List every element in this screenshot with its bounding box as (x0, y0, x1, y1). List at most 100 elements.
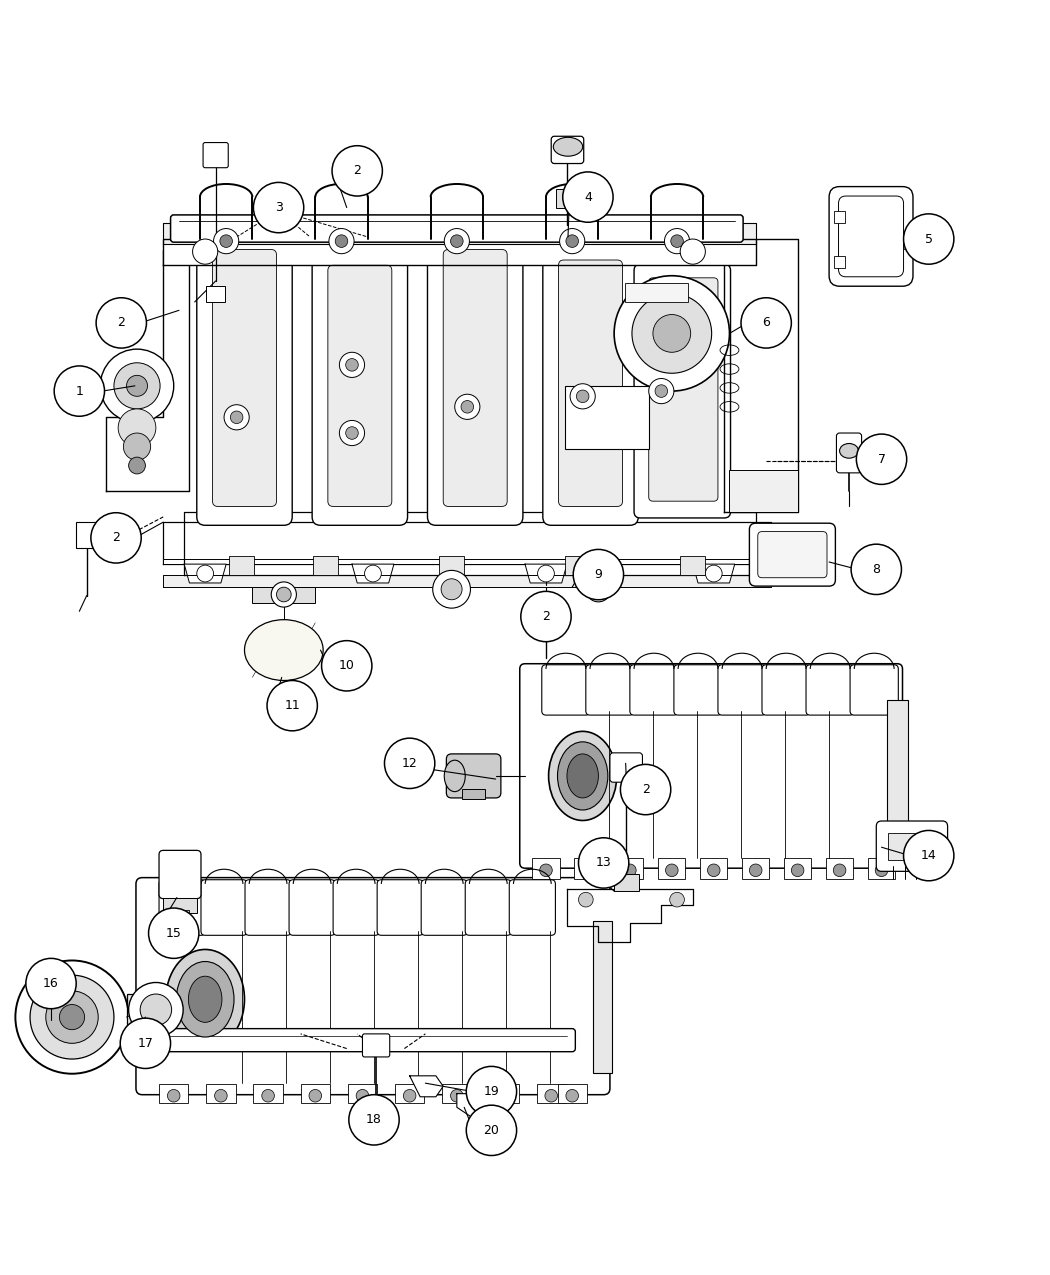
Polygon shape (724, 238, 798, 511)
Bar (625, 283, 688, 302)
Bar (742, 858, 770, 878)
FancyBboxPatch shape (806, 664, 855, 715)
Circle shape (129, 458, 145, 474)
Circle shape (586, 576, 611, 602)
Bar (163, 898, 196, 913)
Bar (835, 210, 845, 223)
FancyBboxPatch shape (333, 880, 379, 936)
FancyBboxPatch shape (212, 250, 276, 506)
FancyBboxPatch shape (328, 265, 392, 506)
Circle shape (566, 1089, 579, 1102)
Circle shape (466, 1066, 517, 1117)
FancyBboxPatch shape (446, 754, 501, 798)
Polygon shape (163, 223, 756, 245)
Circle shape (671, 235, 684, 247)
Circle shape (339, 352, 364, 377)
Circle shape (665, 228, 690, 254)
Ellipse shape (567, 754, 598, 798)
Circle shape (345, 358, 358, 371)
Polygon shape (163, 538, 772, 564)
Circle shape (364, 565, 381, 581)
Bar (558, 1084, 587, 1103)
Bar (395, 1084, 424, 1103)
Text: 1: 1 (76, 385, 83, 398)
Polygon shape (730, 469, 798, 511)
FancyBboxPatch shape (245, 880, 291, 936)
Text: 2: 2 (542, 609, 550, 623)
FancyBboxPatch shape (634, 264, 731, 518)
FancyBboxPatch shape (377, 880, 423, 936)
Bar (556, 189, 580, 208)
Circle shape (450, 1089, 463, 1102)
FancyBboxPatch shape (542, 664, 590, 715)
Bar (439, 556, 464, 575)
Circle shape (655, 385, 668, 398)
Bar (565, 556, 590, 575)
Circle shape (904, 214, 953, 264)
Text: 7: 7 (878, 453, 885, 465)
Polygon shape (567, 889, 693, 942)
Text: 2: 2 (112, 532, 120, 544)
FancyBboxPatch shape (465, 880, 511, 936)
Circle shape (566, 235, 579, 247)
Circle shape (573, 550, 624, 599)
Bar (536, 613, 556, 632)
FancyBboxPatch shape (586, 664, 634, 715)
Circle shape (332, 145, 382, 196)
Ellipse shape (245, 620, 323, 681)
Text: 2: 2 (642, 783, 650, 796)
Polygon shape (184, 511, 756, 575)
FancyBboxPatch shape (610, 752, 643, 782)
FancyBboxPatch shape (750, 523, 836, 586)
FancyBboxPatch shape (159, 880, 205, 936)
FancyBboxPatch shape (196, 236, 292, 525)
Circle shape (213, 228, 238, 254)
Bar (616, 858, 644, 878)
Ellipse shape (548, 732, 616, 821)
Polygon shape (163, 523, 772, 564)
FancyBboxPatch shape (850, 664, 899, 715)
Circle shape (666, 864, 678, 877)
Circle shape (271, 581, 296, 607)
Circle shape (345, 427, 358, 440)
Circle shape (624, 864, 636, 877)
Bar (252, 588, 315, 603)
Bar (537, 1084, 566, 1103)
Ellipse shape (840, 444, 859, 458)
Circle shape (466, 1105, 517, 1155)
Polygon shape (352, 564, 394, 583)
FancyBboxPatch shape (509, 880, 555, 936)
Bar (887, 700, 908, 847)
Bar (366, 1107, 385, 1122)
Bar (77, 523, 98, 548)
Bar (253, 1084, 282, 1103)
Circle shape (563, 172, 613, 222)
Circle shape (30, 975, 114, 1060)
Bar (532, 858, 560, 878)
Circle shape (570, 384, 595, 409)
Circle shape (339, 421, 364, 445)
Text: 14: 14 (921, 849, 937, 862)
FancyBboxPatch shape (551, 136, 584, 163)
Circle shape (444, 228, 469, 254)
Circle shape (834, 864, 846, 877)
Circle shape (140, 994, 171, 1025)
Circle shape (196, 565, 213, 581)
Text: 15: 15 (166, 927, 182, 940)
Ellipse shape (444, 760, 465, 792)
Circle shape (560, 228, 585, 254)
Circle shape (114, 363, 160, 409)
FancyBboxPatch shape (443, 250, 507, 506)
Bar (170, 910, 189, 923)
Text: 6: 6 (762, 316, 770, 329)
Bar (300, 1084, 330, 1103)
Bar (658, 858, 686, 878)
Text: 20: 20 (483, 1123, 500, 1137)
Bar (159, 1084, 188, 1103)
Polygon shape (163, 575, 772, 588)
Circle shape (579, 892, 593, 907)
Text: 12: 12 (402, 757, 418, 770)
Circle shape (267, 681, 317, 731)
Text: 8: 8 (873, 562, 880, 576)
Text: 17: 17 (138, 1037, 153, 1049)
